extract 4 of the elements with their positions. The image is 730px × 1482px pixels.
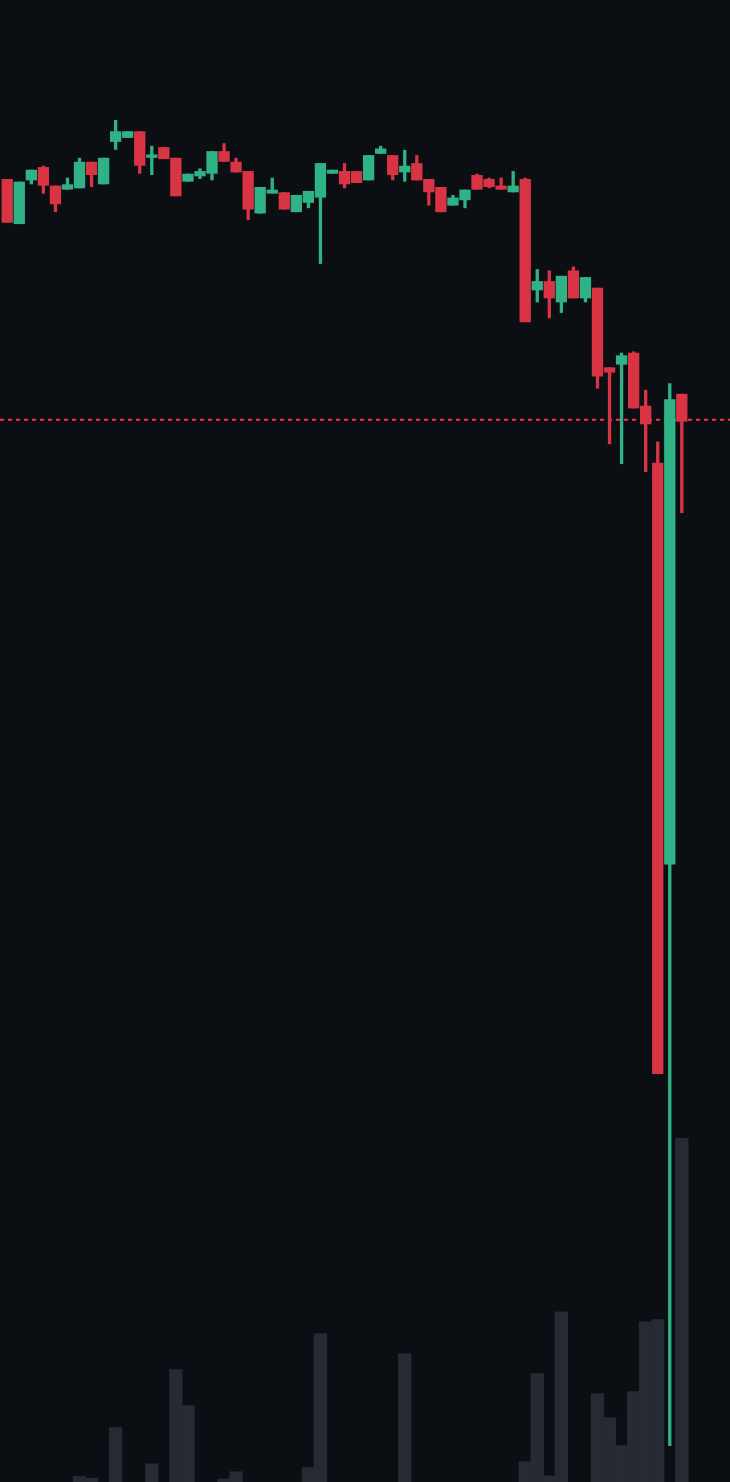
bar [675, 1138, 689, 1482]
bar [145, 1463, 159, 1482]
bar [398, 1353, 412, 1482]
bar [108, 1427, 123, 1482]
